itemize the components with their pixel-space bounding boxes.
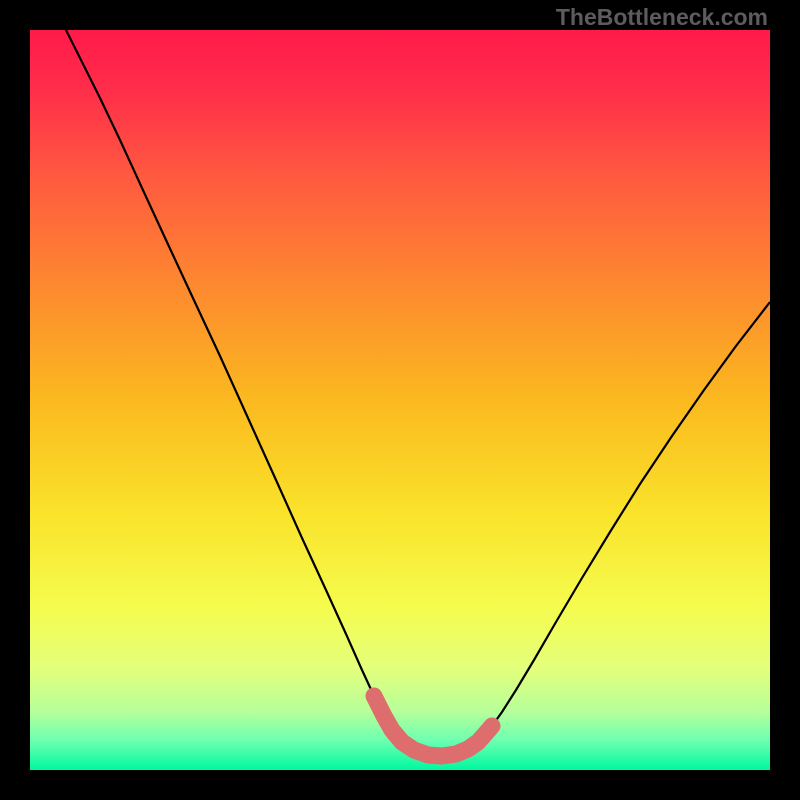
watermark-text: TheBottleneck.com [556, 4, 768, 31]
plot-area [30, 30, 770, 770]
valley-highlight [374, 696, 492, 756]
curve-layer [30, 30, 770, 770]
bottleneck-curve [66, 30, 770, 756]
